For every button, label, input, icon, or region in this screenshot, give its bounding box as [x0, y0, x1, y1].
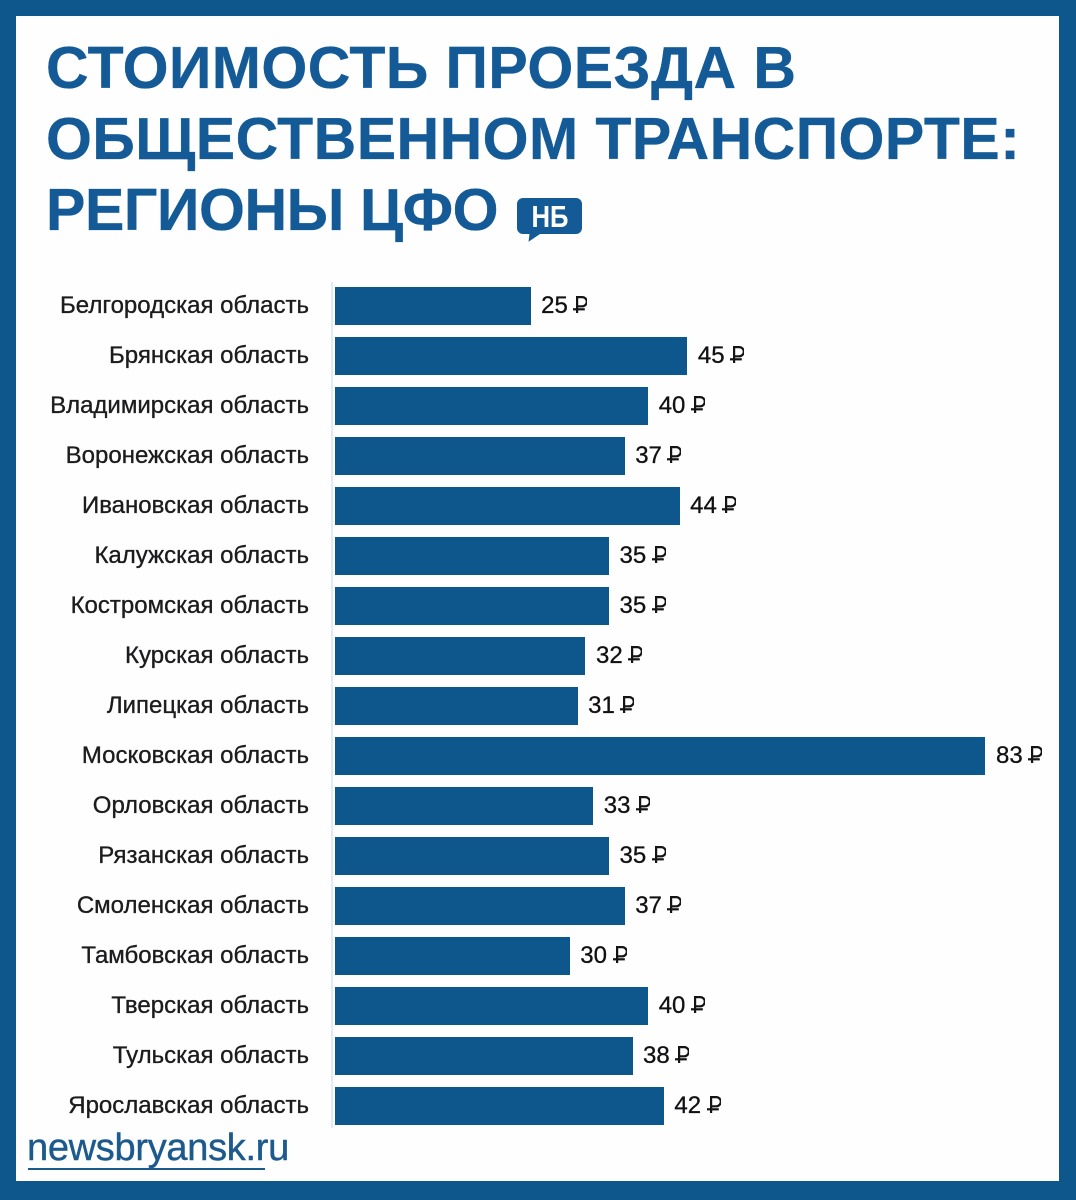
svg-text:НБ: НБ	[532, 199, 569, 234]
